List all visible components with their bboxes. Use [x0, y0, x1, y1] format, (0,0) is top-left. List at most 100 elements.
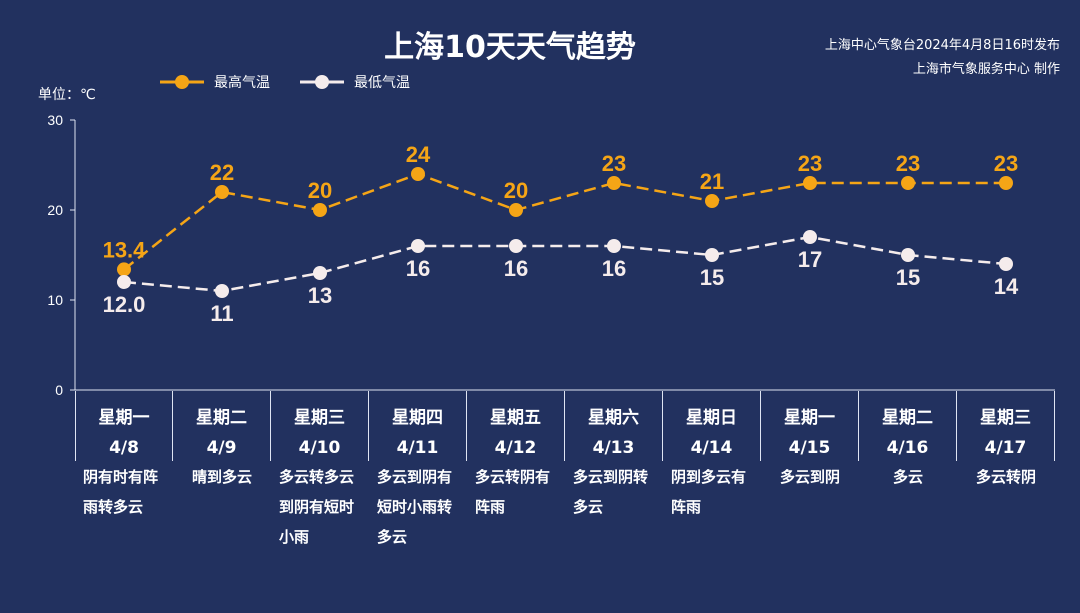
weekday-label: 星期一 — [784, 408, 835, 428]
low-temp-point — [117, 275, 131, 289]
high-temp-label: 23 — [602, 151, 626, 176]
low-temp-label: 17 — [798, 247, 822, 272]
weekday-label: 星期一 — [98, 408, 150, 428]
low-temp-label: 12.0 — [103, 292, 146, 317]
date-label: 4/10 — [298, 438, 341, 458]
low-temp-label: 15 — [896, 265, 920, 290]
day-header: 星期二 4/16 — [859, 391, 957, 461]
high-temp-point — [803, 176, 817, 190]
weather-desc-text: 多云转阴 — [975, 468, 1036, 486]
date-label: 4/8 — [109, 438, 139, 458]
legend-low[interactable]: 最低气温 — [300, 72, 410, 92]
legend-high-marker-icon — [160, 75, 204, 89]
high-temp-point — [313, 203, 327, 217]
low-temp-point — [999, 257, 1013, 271]
date-label: 4/9 — [206, 438, 237, 458]
high-temp-label: 22 — [210, 160, 234, 185]
weather-desc-text: 晴到多云 — [191, 468, 252, 486]
high-temp-point — [215, 185, 229, 199]
weather-desc: 多云转多云到阴有短时小雨 — [271, 462, 369, 552]
weekday-label: 星期六 — [588, 408, 639, 428]
day-header: 星期六 4/13 — [565, 391, 663, 461]
low-temp-line — [123, 235, 1007, 293]
low-temp-point — [509, 239, 523, 253]
legend: 最高气温 最低气温 — [160, 72, 410, 92]
high-temp-label: 23 — [896, 151, 920, 176]
high-temp-point — [411, 167, 425, 181]
high-temp-label: 20 — [308, 178, 332, 203]
weather-desc-text: 多云到阴有短时小雨转多云 — [377, 468, 453, 546]
day-header: 星期三 4/17 — [957, 391, 1055, 461]
high-temp-point — [607, 176, 621, 190]
low-temp-point — [705, 248, 719, 262]
weather-desc-text: 多云转多云到阴有短时小雨 — [279, 468, 355, 546]
weekday-label: 星期四 — [392, 408, 443, 428]
high-temp-label: 13.4 — [103, 237, 147, 262]
y-axis-unit: 单位：℃ — [38, 87, 96, 103]
date-label: 4/11 — [396, 438, 439, 458]
low-temp-label: 13 — [308, 283, 332, 308]
low-temp-point — [607, 239, 621, 253]
low-temp-label: 11 — [210, 301, 233, 326]
weather-desc: 多云到阴 — [761, 462, 859, 552]
day-header: 星期五 4/12 — [467, 391, 565, 461]
high-temp-line — [123, 172, 1006, 271]
low-temp-point — [411, 239, 425, 253]
high-temp-point — [705, 194, 719, 208]
date-label: 4/12 — [494, 438, 537, 458]
weather-desc-text: 多云到阴 — [779, 468, 840, 486]
weather-desc-text: 多云转阴有阵雨 — [475, 468, 551, 516]
date-label: 4/17 — [984, 438, 1027, 458]
high-temp-point — [509, 203, 523, 217]
day-header: 星期日 4/14 — [663, 391, 761, 461]
weather-desc: 多云转阴 — [957, 462, 1055, 552]
low-temp-point — [901, 248, 915, 262]
weekday-label: 星期二 — [882, 408, 933, 428]
day-header: 星期四 4/11 — [369, 391, 467, 461]
low-temp-point — [313, 266, 327, 280]
weekday-label: 星期三 — [980, 408, 1031, 428]
high-temp-point — [901, 176, 915, 190]
legend-high-label: 最高气温 — [214, 75, 270, 91]
day-header: 星期三 4/10 — [271, 391, 369, 461]
date-label: 4/16 — [886, 438, 929, 458]
high-temp-point — [117, 262, 131, 277]
publish-time: 上海中心气象台2024年4月8日16时发布 — [824, 38, 1060, 53]
producer: 上海市气象服务中心 制作 — [912, 62, 1060, 77]
date-label: 4/15 — [788, 438, 831, 458]
date-label: 4/14 — [690, 438, 733, 458]
weather-desc: 多云转阴有阵雨 — [467, 462, 565, 552]
day-header: 星期一 4/8 — [75, 391, 173, 461]
low-temp-point — [803, 230, 817, 244]
high-temp-label: 20 — [504, 178, 528, 203]
high-temp-label: 24 — [406, 142, 431, 167]
weather-desc: 多云到阴转多云 — [565, 462, 663, 552]
day-header: 星期一 4/15 — [761, 391, 859, 461]
low-temp-label: 16 — [406, 256, 430, 281]
high-temp-label: 23 — [798, 151, 822, 176]
low-temp-point — [215, 284, 229, 298]
y-tick-label: 30 — [47, 112, 63, 128]
weekday-label: 星期日 — [686, 408, 737, 428]
weekday-label: 星期二 — [196, 408, 247, 428]
low-temp-label: 15 — [700, 265, 724, 290]
weather-desc: 多云 — [859, 462, 957, 552]
weather-desc-text: 阴到多云有阵雨 — [671, 468, 747, 516]
low-temp-label: 14 — [994, 274, 1019, 299]
weather-desc: 晴到多云 — [173, 462, 271, 552]
legend-high[interactable]: 最高气温 — [160, 72, 270, 92]
chart-title: 上海10天天气趋势 — [384, 30, 636, 65]
low-temp-label: 16 — [504, 256, 528, 281]
weather-desc: 阴有时有阵雨转多云 — [75, 462, 173, 552]
day-header-row: 星期一 4/8 星期二 4/9 星期三 4/10 星期四 4/11 星期五 4/12 星期六 4/13… — [75, 391, 1055, 461]
weekday-label: 星期五 — [490, 408, 541, 428]
weather-desc-text: 阴有时有阵雨转多云 — [83, 468, 159, 516]
y-tick-label: 20 — [47, 202, 63, 218]
weather-desc: 阴到多云有阵雨 — [663, 462, 761, 552]
weather-desc-text: 多云 — [892, 468, 923, 486]
high-temp-label: 23 — [994, 151, 1018, 176]
day-header: 星期二 4/9 — [173, 391, 271, 461]
y-tick-label: 10 — [47, 292, 63, 308]
low-temp-label: 16 — [602, 256, 626, 281]
weather-desc-row: 阴有时有阵雨转多云 晴到多云 多云转多云到阴有短时小雨 多云到阴有短时小雨转多云 多云转… — [75, 462, 1055, 552]
